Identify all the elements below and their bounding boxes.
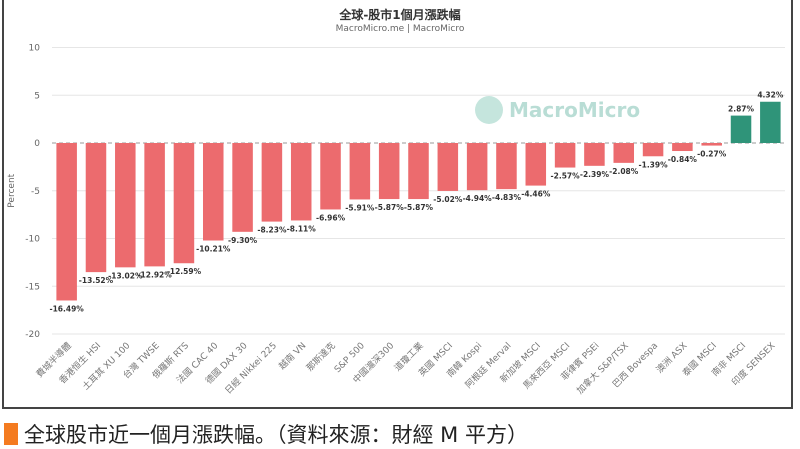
watermark-text: MacroMicro <box>509 98 641 122</box>
data-label: -5.02% <box>433 195 463 204</box>
bar <box>525 143 547 186</box>
y-tick-label: -5 <box>31 187 40 197</box>
data-label: -9.30% <box>228 236 258 245</box>
data-label: -8.23% <box>257 226 287 235</box>
bar <box>290 143 312 221</box>
data-label: -2.57% <box>551 172 581 181</box>
y-tick-label: -10 <box>25 235 40 245</box>
bar <box>613 143 635 163</box>
bar <box>408 143 429 200</box>
bar <box>115 143 136 268</box>
bar <box>496 143 517 190</box>
data-label: -13.52% <box>79 276 114 285</box>
x-tick-label: 日經 Nikkei 225 <box>222 340 279 397</box>
bar <box>349 143 371 200</box>
data-label: -4.83% <box>492 193 522 202</box>
bar <box>642 143 664 157</box>
bar <box>760 101 781 143</box>
x-tick-label: 加拿大 S&P/TSX <box>574 340 631 397</box>
bar <box>261 143 283 222</box>
bar <box>202 143 224 241</box>
y-tick-label: -15 <box>25 282 40 292</box>
bar <box>378 143 400 200</box>
chart-title: 全球-股市1個月漲跌幅 <box>339 8 461 22</box>
data-label: -12.92% <box>137 270 172 279</box>
data-label: -12.59% <box>167 267 202 276</box>
bar <box>173 143 195 264</box>
bar <box>554 143 576 168</box>
bar <box>232 143 253 232</box>
data-label: -1.39% <box>638 160 668 169</box>
data-label: -5.91% <box>345 203 375 212</box>
x-tick-label: 越南 VN <box>276 340 308 372</box>
data-label: -8.11% <box>287 224 317 233</box>
caption-text: 全球股市近一個月漲跌幅。（資料來源：財經 M 平方） <box>24 423 528 447</box>
x-tick-label: 土耳其 XU 100 <box>80 339 133 392</box>
data-label: -6.96% <box>316 213 346 222</box>
bar <box>320 143 341 210</box>
data-label: -16.49% <box>49 304 84 313</box>
data-label: 2.87% <box>728 105 755 114</box>
data-label: -4.94% <box>463 194 493 203</box>
data-label: -2.39% <box>580 170 610 179</box>
figure-caption: 全球股市近一個月漲跌幅。（資料來源：財經 M 平方） <box>4 419 528 449</box>
bar <box>144 143 165 267</box>
bar <box>584 143 605 166</box>
y-tick-label: -20 <box>25 330 40 340</box>
bar <box>730 115 752 143</box>
y-tick-label: 0 <box>34 139 40 149</box>
y-tick-label: 5 <box>34 91 40 101</box>
data-label: -13.02% <box>108 271 143 280</box>
data-label: -5.87% <box>375 203 405 212</box>
bar <box>56 143 77 301</box>
watermark: MacroMicro <box>475 96 640 124</box>
y-tick-label: 10 <box>29 44 41 54</box>
macromicro-logo-icon <box>475 96 503 124</box>
bar <box>701 143 722 146</box>
data-label: -10.21% <box>196 245 231 254</box>
data-label: 4.32% <box>757 91 784 100</box>
bar <box>85 143 107 273</box>
y-axis-label: Percent <box>7 173 17 207</box>
bar-chart: 1050-5-10-15-20Percent-16.49%費城半導體-13.52… <box>7 44 785 397</box>
caption-marker-icon <box>4 423 18 445</box>
chart-subtitle: MacroMicro.me | MacroMicro <box>335 24 465 34</box>
data-label: -0.27% <box>697 150 727 159</box>
data-label: -5.87% <box>404 203 434 212</box>
data-label: -2.08% <box>609 167 639 176</box>
data-label: -0.84% <box>668 155 698 164</box>
data-label: -4.46% <box>521 190 551 199</box>
bar <box>672 143 693 152</box>
bar <box>437 143 459 191</box>
bar <box>466 143 488 191</box>
